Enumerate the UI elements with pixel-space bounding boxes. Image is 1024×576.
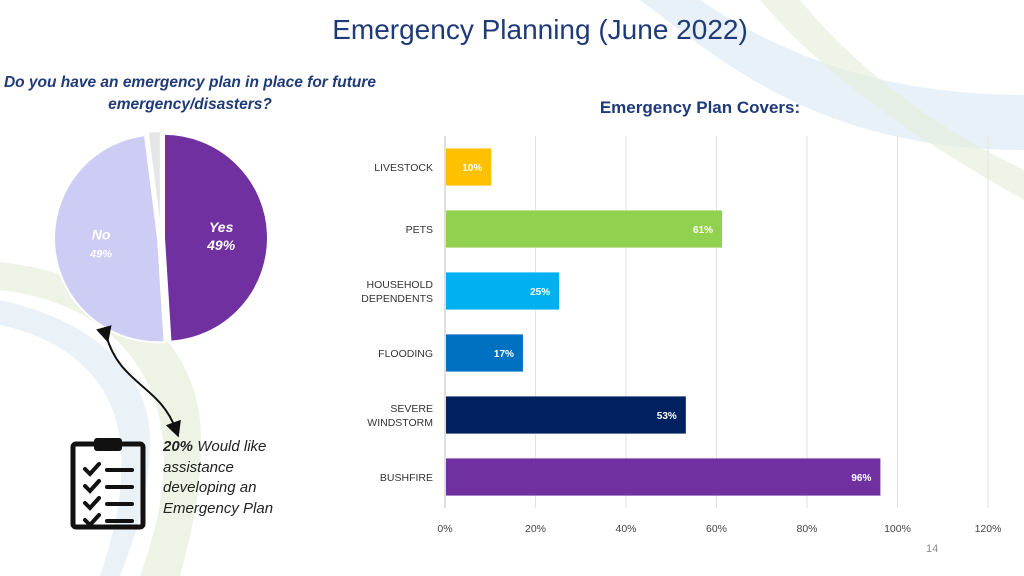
pie-label-yes: Yes — [209, 219, 234, 235]
bar-value-label: 61% — [693, 225, 713, 236]
category-label: PETS — [406, 224, 433, 236]
category-label: HOUSEHOLD — [366, 279, 433, 291]
category-label: FLOODING — [378, 348, 433, 360]
bar-value-label: 53% — [657, 411, 677, 422]
bar-pets — [446, 210, 723, 248]
callout-highlight: 20% — [163, 438, 194, 455]
bar-value-label: 10% — [462, 163, 482, 174]
pie-value-no: 49% — [89, 249, 112, 261]
x-tick-label: 100% — [884, 523, 911, 535]
x-tick-label: 20% — [525, 523, 546, 535]
bar-value-label: 96% — [851, 473, 871, 484]
bar-livestock — [446, 148, 492, 186]
category-label: DEPENDENTS — [361, 293, 433, 305]
pie-value-yes: 49% — [206, 237, 236, 253]
bar-bushfire — [446, 458, 881, 496]
pie-chart: Yes 49% No 49% — [53, 130, 269, 344]
double-arrow-icon — [96, 325, 181, 438]
bar-chart: 0% 20% 40% 60% 80% 100% 120% 10% LIVESTOCK 61% PET… — [361, 136, 1002, 535]
category-label: SEVERE — [390, 403, 433, 415]
bar-value-label: 17% — [494, 349, 514, 360]
pie-chart-title: Do you have an emergency plan in place f… — [3, 74, 377, 113]
x-tick-label: 120% — [975, 523, 1002, 535]
pie-label-no: No — [92, 227, 111, 243]
page-number: 14 — [926, 543, 939, 555]
category-label: BUSHFIRE — [380, 472, 433, 484]
pie-slice-yes — [162, 132, 269, 343]
checklist-clipboard-icon — [70, 438, 146, 530]
callout-text: Would like assistance developing an Emer… — [163, 438, 274, 517]
x-tick-label: 60% — [706, 523, 727, 535]
bar-severe-windstorm — [446, 396, 686, 434]
category-label: LIVESTOCK — [374, 162, 433, 174]
category-label: WINDSTORM — [367, 417, 433, 429]
assistance-callout: 20% Would like assistance developing an … — [163, 437, 283, 519]
pie-slice-other — [146, 130, 162, 236]
x-tick-label: 80% — [796, 523, 817, 535]
bar-flooding — [446, 334, 523, 372]
bar-value-label: 25% — [530, 287, 550, 298]
x-tick-label: 0% — [437, 523, 452, 535]
bar-chart-title: Emergency Plan Covers: — [599, 98, 801, 117]
page-title: Emergency Planning (June 2022) — [332, 14, 748, 45]
bar-household-dependents — [446, 272, 560, 310]
x-tick-label: 40% — [615, 523, 636, 535]
